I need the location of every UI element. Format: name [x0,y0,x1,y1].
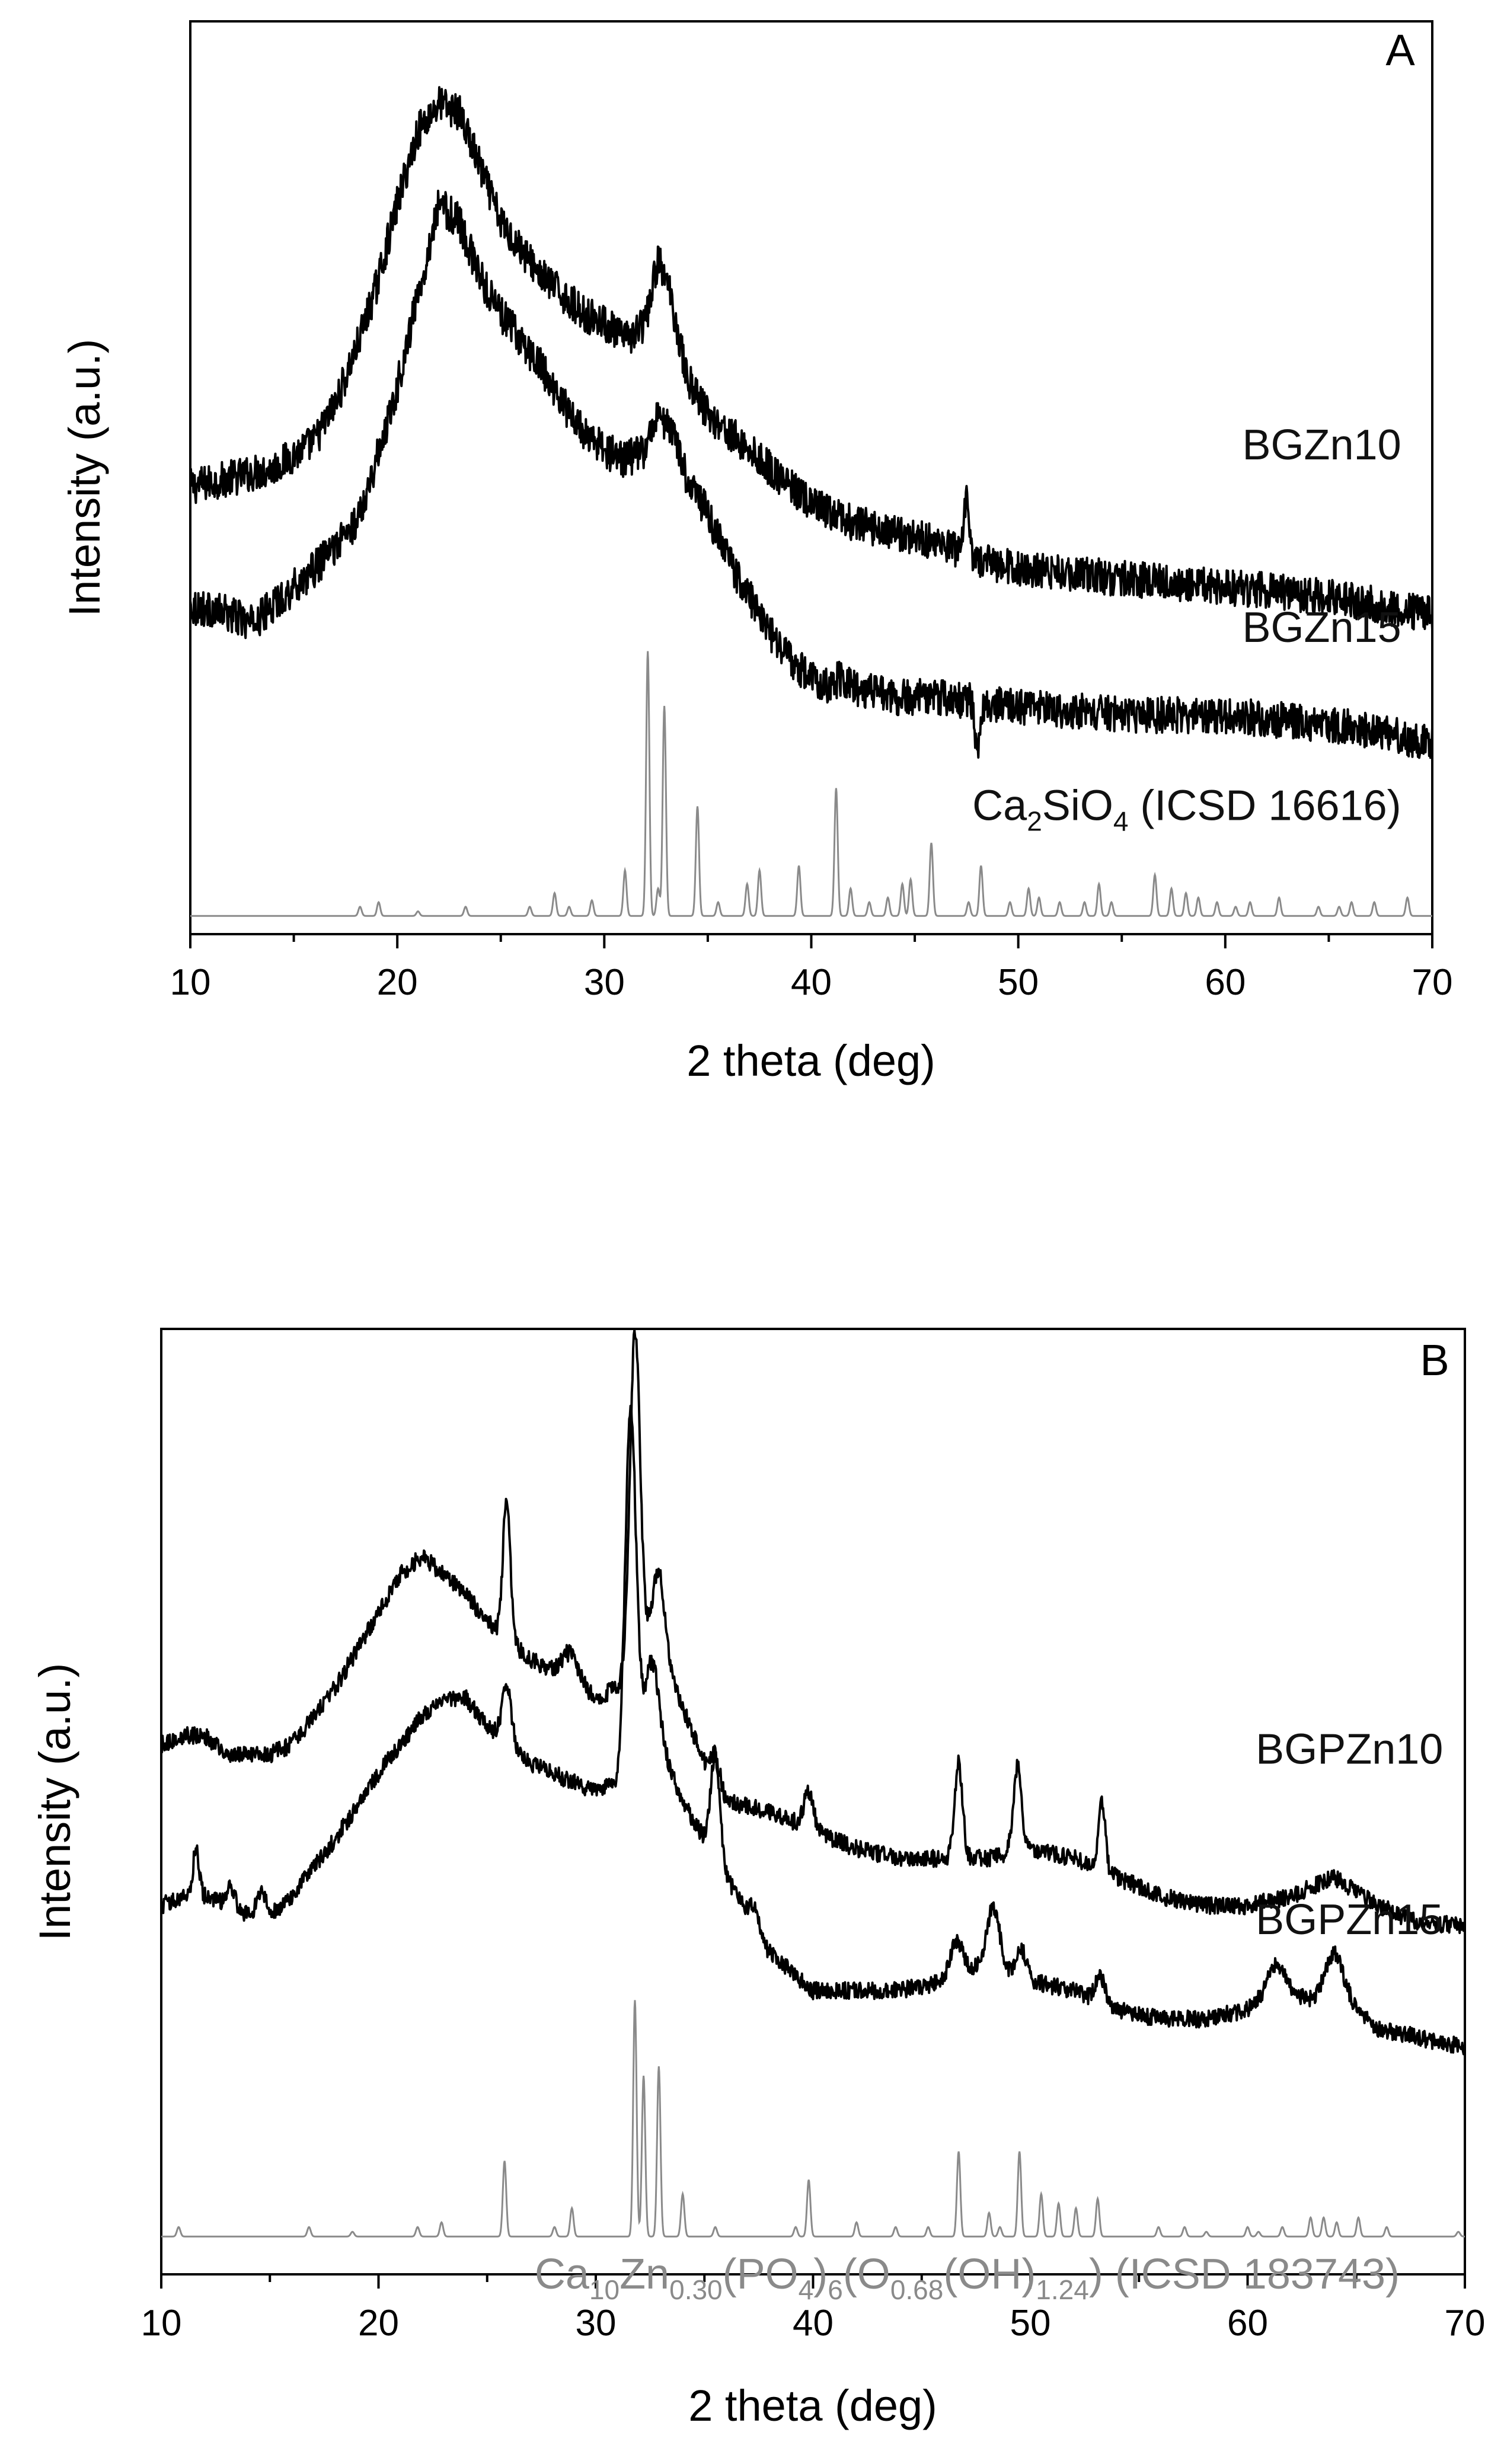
panel-b-series [160,1329,1466,2238]
x-tick-label: 60 [1205,962,1246,1003]
series-label: BGPZn10 [1256,1726,1443,1773]
x-tick-label: 50 [998,962,1039,1003]
label-subscript: 0.68 [890,2274,944,2305]
x-tick-label: 70 [1445,2303,1486,2344]
x-tick-label: 60 [1227,2303,1268,2344]
series-label: BGZn10 [1242,421,1401,469]
panel-b-y-axis-label: Intensity (a.u.) [30,1663,79,1941]
series-line-BGPZn10 [160,1329,1466,1934]
series-line-Ca10Zn0.30(PO4)6(O0.68(OH)1.24) (ICSD 183743) [161,2000,1465,2238]
panel-a-x-axis-label: 2 theta (deg) [686,1036,935,1085]
panel-b-annotations: BGPZn10 BGPZn15 Ca10Zn0.30(PO4)6(O0.68(OH)… [535,1726,1443,2305]
series-label: BGPZn15 [1256,1896,1443,1944]
panel-a-x-ticks [189,934,1433,948]
x-tick-label: 30 [584,962,625,1003]
label-subscript: 10 [589,2274,620,2305]
panel-a-annotations: BGZn10 BGZn15 Ca2SiO4 (ICSD 16616) [972,421,1401,836]
panel-a-x-tick-labels: 10 20 30 40 50 60 70 [170,962,1453,1003]
panel-b-label: B [1420,1335,1449,1385]
x-tick-label: 50 [1010,2303,1051,2344]
label-text: Ca [535,2251,590,2298]
panel-a-y-axis-label: Intensity (a.u.) [60,339,109,617]
panel-b-x-tick-labels: 10 20 30 40 50 60 70 [141,2303,1486,2344]
label-subscript: 2 [1027,806,1042,837]
x-tick-label: 40 [791,962,832,1003]
label-text: ) (ICSD 183743) [1089,2251,1400,2298]
label-text: (O [843,2251,890,2298]
label-text: BGPZn15 [1256,1896,1443,1944]
x-tick-label: 30 [576,2303,617,2344]
panel-b: 10 20 30 40 50 60 70 BGPZn10BGPZn15Ca10Zn0.30(… [30,1328,1486,2430]
label-subscript: 0.30 [669,2274,723,2305]
panel-a: 10 20 30 40 50 60 70 BGZn10 BGZn15 Ca2SiO4 (ICSD… [60,20,1453,1085]
series-label: Ca2SiO4 (ICSD 16616) [972,782,1401,837]
label-text: Zn [620,2251,669,2298]
label-subscript: 6 [828,2274,843,2305]
x-tick-label: 10 [141,2303,182,2344]
label-text: (ICSD 16616) [1128,782,1401,830]
series-line-BGPZn15 [160,1404,1466,2056]
series-label: BGZn15 [1242,604,1401,651]
label-text: (OH) [943,2251,1036,2298]
panel-a-series [189,86,1433,917]
label-subscript: 4 [1113,806,1129,837]
label-text: (PO [723,2251,799,2298]
x-tick-label: 70 [1412,962,1453,1003]
x-tick-label: 20 [377,962,418,1003]
x-tick-label: 40 [793,2303,834,2344]
series-line-BGZn10 [189,86,1433,631]
series-line-BGZn15 [189,190,1433,759]
label-text: ) [813,2251,828,2298]
label-subscript: 4 [799,2274,814,2305]
label-text: Ca [972,782,1027,830]
panel-b-x-ticks [160,2274,1466,2289]
x-tick-label: 10 [170,962,211,1003]
panel-a-label: A [1385,25,1415,75]
label-text: SiO [1042,782,1113,830]
series-line-Ca2SiO4 (ICSD 16616) [190,651,1432,917]
label-text: BGZn10 [1242,421,1401,469]
label-subscript: 1.24 [1036,2274,1089,2305]
series-label: Ca10Zn0.30(PO4)6(O0.68(OH)1.24) (ICSD 18… [535,2251,1400,2305]
label-text: BGPZn10 [1256,1726,1443,1773]
x-tick-label: 20 [358,2303,399,2344]
panel-b-x-axis-label: 2 theta (deg) [688,2381,937,2430]
label-text: BGZn15 [1242,604,1401,651]
